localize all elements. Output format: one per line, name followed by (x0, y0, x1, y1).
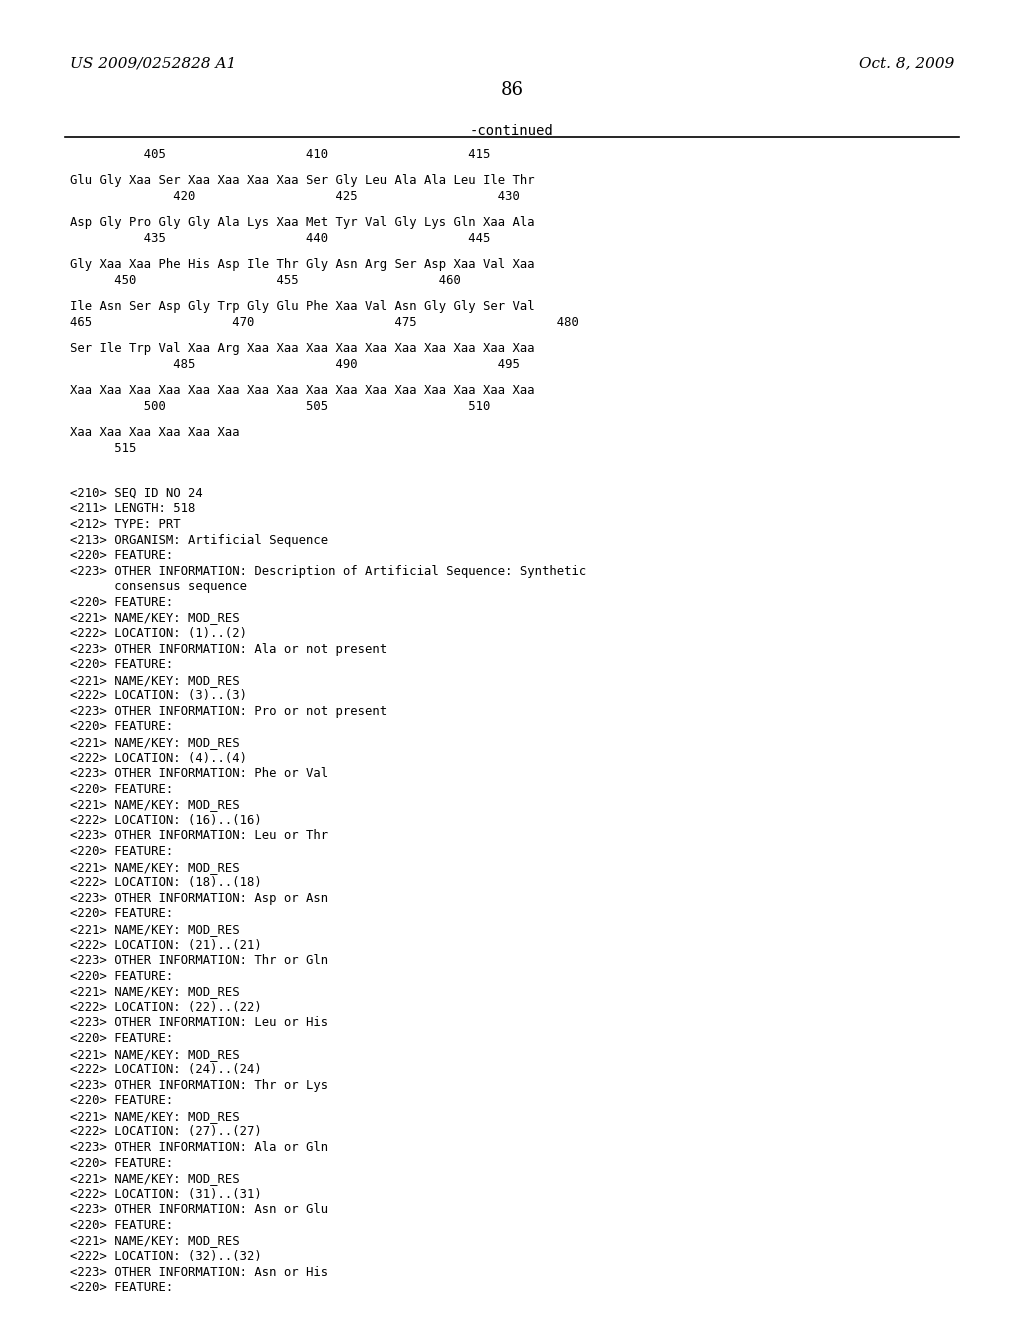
Text: <223> OTHER INFORMATION: Asp or Asn: <223> OTHER INFORMATION: Asp or Asn (70, 892, 328, 904)
Text: 500                   505                   510: 500 505 510 (70, 400, 490, 413)
Text: consensus sequence: consensus sequence (70, 581, 247, 593)
Text: <222> LOCATION: (16)..(16): <222> LOCATION: (16)..(16) (70, 814, 261, 826)
Text: <223> OTHER INFORMATION: Pro or not present: <223> OTHER INFORMATION: Pro or not pres… (70, 705, 387, 718)
Text: US 2009/0252828 A1: US 2009/0252828 A1 (70, 57, 236, 71)
Text: <222> LOCATION: (1)..(2): <222> LOCATION: (1)..(2) (70, 627, 247, 640)
Text: 450                   455                   460: 450 455 460 (70, 273, 461, 286)
Text: Ser Ile Trp Val Xaa Arg Xaa Xaa Xaa Xaa Xaa Xaa Xaa Xaa Xaa Xaa: Ser Ile Trp Val Xaa Arg Xaa Xaa Xaa Xaa … (70, 342, 535, 355)
Text: <222> LOCATION: (21)..(21): <222> LOCATION: (21)..(21) (70, 939, 261, 952)
Text: <221> NAME/KEY: MOD_RES: <221> NAME/KEY: MOD_RES (70, 611, 240, 624)
Text: <220> FEATURE:: <220> FEATURE: (70, 1282, 173, 1294)
Text: <220> FEATURE:: <220> FEATURE: (70, 1094, 173, 1107)
Text: <220> FEATURE:: <220> FEATURE: (70, 1218, 173, 1232)
Text: <221> NAME/KEY: MOD_RES: <221> NAME/KEY: MOD_RES (70, 1234, 240, 1247)
Text: <223> OTHER INFORMATION: Description of Artificial Sequence: Synthetic: <223> OTHER INFORMATION: Description of … (70, 565, 586, 578)
Text: <220> FEATURE:: <220> FEATURE: (70, 970, 173, 982)
Text: <222> LOCATION: (4)..(4): <222> LOCATION: (4)..(4) (70, 751, 247, 764)
Text: <220> FEATURE:: <220> FEATURE: (70, 845, 173, 858)
Text: <223> OTHER INFORMATION: Ala or not present: <223> OTHER INFORMATION: Ala or not pres… (70, 643, 387, 656)
Text: <210> SEQ ID NO 24: <210> SEQ ID NO 24 (70, 487, 203, 500)
Text: <220> FEATURE:: <220> FEATURE: (70, 1156, 173, 1170)
Text: <221> NAME/KEY: MOD_RES: <221> NAME/KEY: MOD_RES (70, 799, 240, 812)
Text: 420                   425                   430: 420 425 430 (70, 190, 519, 203)
Text: <220> FEATURE:: <220> FEATURE: (70, 595, 173, 609)
Text: <223> OTHER INFORMATION: Leu or His: <223> OTHER INFORMATION: Leu or His (70, 1016, 328, 1030)
Text: <223> OTHER INFORMATION: Thr or Lys: <223> OTHER INFORMATION: Thr or Lys (70, 1078, 328, 1092)
Text: <223> OTHER INFORMATION: Phe or Val: <223> OTHER INFORMATION: Phe or Val (70, 767, 328, 780)
Text: <222> LOCATION: (22)..(22): <222> LOCATION: (22)..(22) (70, 1001, 261, 1014)
Text: 485                   490                   495: 485 490 495 (70, 358, 519, 371)
Text: <221> NAME/KEY: MOD_RES: <221> NAME/KEY: MOD_RES (70, 861, 240, 874)
Text: Oct. 8, 2009: Oct. 8, 2009 (859, 57, 954, 71)
Text: <213> ORGANISM: Artificial Sequence: <213> ORGANISM: Artificial Sequence (70, 533, 328, 546)
Text: Xaa Xaa Xaa Xaa Xaa Xaa Xaa Xaa Xaa Xaa Xaa Xaa Xaa Xaa Xaa Xaa: Xaa Xaa Xaa Xaa Xaa Xaa Xaa Xaa Xaa Xaa … (70, 384, 535, 397)
Text: <220> FEATURE:: <220> FEATURE: (70, 659, 173, 671)
Text: <220> FEATURE:: <220> FEATURE: (70, 721, 173, 734)
Text: Gly Xaa Xaa Phe His Asp Ile Thr Gly Asn Arg Ser Asp Xaa Val Xaa: Gly Xaa Xaa Phe His Asp Ile Thr Gly Asn … (70, 259, 535, 271)
Text: <221> NAME/KEY: MOD_RES: <221> NAME/KEY: MOD_RES (70, 1048, 240, 1060)
Text: <222> LOCATION: (31)..(31): <222> LOCATION: (31)..(31) (70, 1188, 261, 1201)
Text: <221> NAME/KEY: MOD_RES: <221> NAME/KEY: MOD_RES (70, 923, 240, 936)
Text: 435                   440                   445: 435 440 445 (70, 232, 490, 244)
Text: <223> OTHER INFORMATION: Thr or Gln: <223> OTHER INFORMATION: Thr or Gln (70, 954, 328, 968)
Text: <220> FEATURE:: <220> FEATURE: (70, 783, 173, 796)
Text: <220> FEATURE:: <220> FEATURE: (70, 1032, 173, 1045)
Text: Glu Gly Xaa Ser Xaa Xaa Xaa Xaa Ser Gly Leu Ala Ala Leu Ile Thr: Glu Gly Xaa Ser Xaa Xaa Xaa Xaa Ser Gly … (70, 174, 535, 187)
Text: 86: 86 (501, 81, 523, 99)
Text: <220> FEATURE:: <220> FEATURE: (70, 907, 173, 920)
Text: <222> LOCATION: (27)..(27): <222> LOCATION: (27)..(27) (70, 1126, 261, 1138)
Text: <221> NAME/KEY: MOD_RES: <221> NAME/KEY: MOD_RES (70, 985, 240, 998)
Text: <222> LOCATION: (18)..(18): <222> LOCATION: (18)..(18) (70, 876, 261, 890)
Text: <223> OTHER INFORMATION: Asn or Glu: <223> OTHER INFORMATION: Asn or Glu (70, 1204, 328, 1216)
Text: <223> OTHER INFORMATION: Leu or Thr: <223> OTHER INFORMATION: Leu or Thr (70, 829, 328, 842)
Text: <223> OTHER INFORMATION: Ala or Gln: <223> OTHER INFORMATION: Ala or Gln (70, 1140, 328, 1154)
Text: <221> NAME/KEY: MOD_RES: <221> NAME/KEY: MOD_RES (70, 673, 240, 686)
Text: -continued: -continued (470, 124, 554, 139)
Text: <222> LOCATION: (3)..(3): <222> LOCATION: (3)..(3) (70, 689, 247, 702)
Text: <222> LOCATION: (24)..(24): <222> LOCATION: (24)..(24) (70, 1063, 261, 1076)
Text: <220> FEATURE:: <220> FEATURE: (70, 549, 173, 562)
Text: <212> TYPE: PRT: <212> TYPE: PRT (70, 517, 180, 531)
Text: <221> NAME/KEY: MOD_RES: <221> NAME/KEY: MOD_RES (70, 1172, 240, 1185)
Text: <222> LOCATION: (32)..(32): <222> LOCATION: (32)..(32) (70, 1250, 261, 1263)
Text: <223> OTHER INFORMATION: Asn or His: <223> OTHER INFORMATION: Asn or His (70, 1266, 328, 1279)
Text: Xaa Xaa Xaa Xaa Xaa Xaa: Xaa Xaa Xaa Xaa Xaa Xaa (70, 426, 240, 440)
Text: Ile Asn Ser Asp Gly Trp Gly Glu Phe Xaa Val Asn Gly Gly Ser Val: Ile Asn Ser Asp Gly Trp Gly Glu Phe Xaa … (70, 300, 535, 313)
Text: 465                   470                   475                   480: 465 470 475 480 (70, 315, 579, 329)
Text: <221> NAME/KEY: MOD_RES: <221> NAME/KEY: MOD_RES (70, 1110, 240, 1123)
Text: 515: 515 (70, 442, 136, 454)
Text: 405                   410                   415: 405 410 415 (70, 148, 490, 161)
Text: Asp Gly Pro Gly Gly Ala Lys Xaa Met Tyr Val Gly Lys Gln Xaa Ala: Asp Gly Pro Gly Gly Ala Lys Xaa Met Tyr … (70, 216, 535, 230)
Text: <211> LENGTH: 518: <211> LENGTH: 518 (70, 503, 195, 515)
Text: <221> NAME/KEY: MOD_RES: <221> NAME/KEY: MOD_RES (70, 737, 240, 748)
